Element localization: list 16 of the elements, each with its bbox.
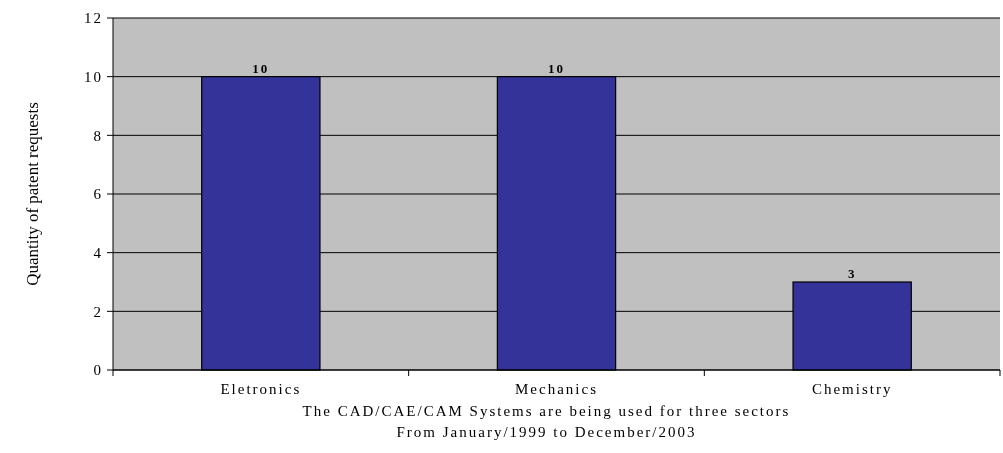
x-tick-label: Chemistry	[811, 381, 893, 397]
y-tick-label: 4	[93, 244, 103, 261]
y-tick-label: 2	[93, 303, 103, 320]
text: From January/1999 to December/2003	[396, 424, 697, 440]
y-tick-label: 6	[93, 186, 103, 203]
y-axis-title: Quantity of patent requests	[23, 102, 42, 286]
data-label: 10	[548, 60, 565, 76]
x-tick-label: Eletronics	[220, 381, 302, 397]
y-tick-label: 8	[93, 127, 103, 144]
data-label: 3	[847, 266, 857, 281]
y-tick-label: 0	[93, 362, 103, 379]
y-tick-label: 10	[84, 68, 103, 85]
x-tick-label: Mechanics	[515, 381, 598, 397]
data-label: 10	[252, 60, 270, 76]
y-tick-label: 12	[84, 10, 103, 27]
x-axis-title: The CAD/CAE/CAM Systems are being used for three sectors	[302, 403, 791, 419]
